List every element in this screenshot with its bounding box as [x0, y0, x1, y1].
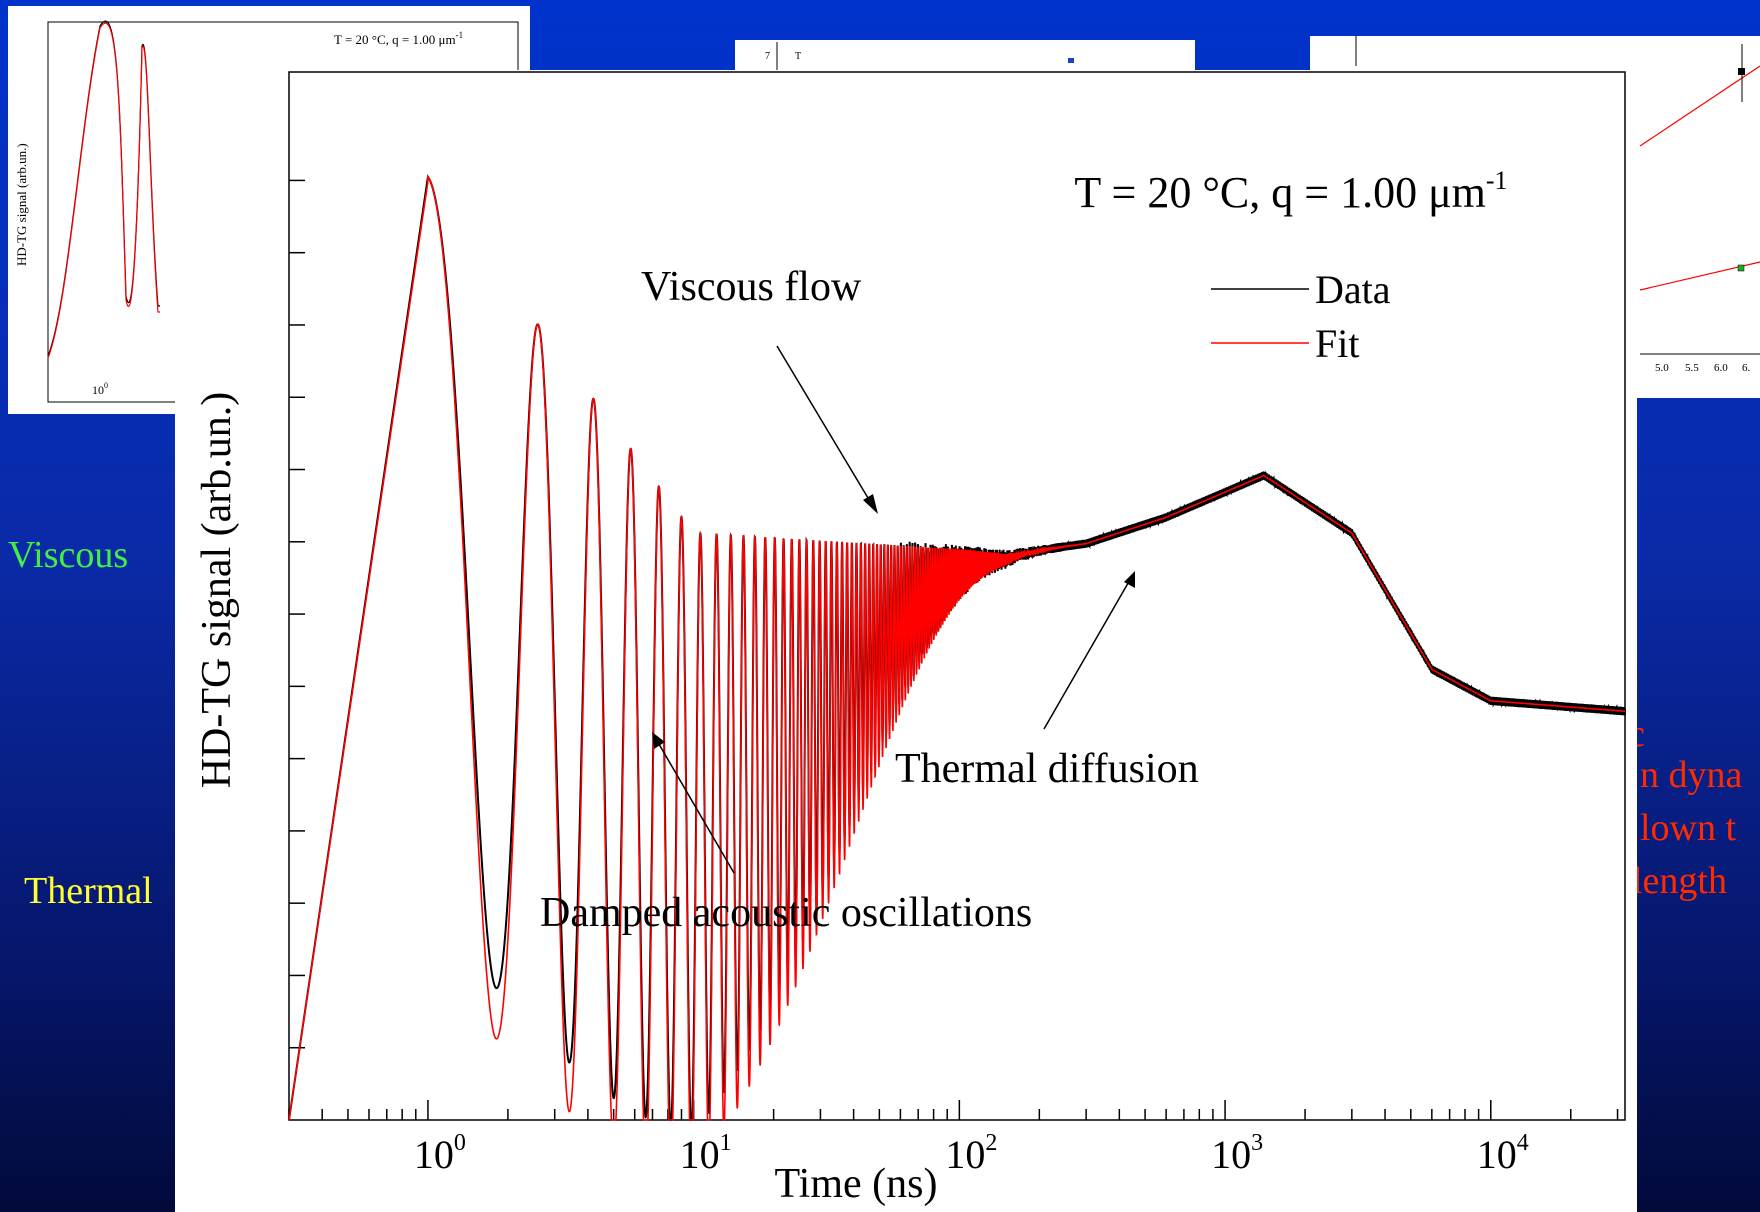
thumbnail-middle-t: T: [795, 51, 801, 62]
right-bg-text-4: length: [1632, 860, 1727, 902]
thumbnail-right-xtick-2: 5.5: [1685, 362, 1699, 374]
thumbnail-right-point-2: [1737, 264, 1745, 272]
main-chart-svg: 100 101 102 103 104 T = 20 °C, q = 1.00 μm-1…: [194, 71, 1626, 1207]
arrow-thermal-head: [1124, 571, 1135, 588]
plot-frame: [288, 71, 1626, 1121]
annotation-thermal-diffusion: Thermal diffusion: [895, 746, 1199, 792]
thermal-bg-text: Thermal: [24, 870, 153, 912]
arrow-thermal-shaft: [1043, 577, 1132, 730]
viscous-bg-text: Viscous: [8, 534, 129, 576]
thumbnail-left-data-line: [47, 20, 160, 357]
thumbnail-left-tick: 100: [92, 381, 108, 397]
x-tick-label: 104: [1477, 1130, 1529, 1177]
series-fit-line: [288, 174, 1626, 1121]
arrow-acoustic-shaft: [655, 738, 735, 874]
thumbnail-right-point-1: [1738, 68, 1745, 75]
thumbnail-right-xtick-4: 6.: [1742, 362, 1751, 374]
x-tick-label: 102: [945, 1130, 997, 1177]
thumbnail-left-fit-line: [47, 22, 160, 359]
legend-fit-label: Fit: [1315, 321, 1359, 366]
right-bg-text-2: n dyna: [1640, 754, 1743, 796]
thumbnail-middle-svg: 7 T: [765, 42, 1074, 70]
x-ticks: 100 101 102 103 104: [288, 1100, 1619, 1177]
annotation-damped-acoustic: Damped acoustic oscillations: [540, 890, 1032, 936]
x-tick-label: 100: [414, 1130, 466, 1177]
thumbnail-right-fit-upper: [1639, 65, 1760, 147]
y-axis-label: HD-TG signal (arb.un.): [194, 392, 240, 789]
arrow-viscous-shaft: [776, 345, 875, 509]
annotation-viscous-flow: Viscous flow: [641, 264, 862, 310]
arrow-acoustic-head: [652, 732, 665, 749]
thumbnail-middle-marker: [1068, 58, 1074, 63]
legend-data-label: Data: [1315, 267, 1391, 312]
thumbnail-left-ylabel: HD-TG signal (arb.un.): [14, 143, 29, 266]
thumbnail-middle-tick: 7: [765, 51, 770, 62]
x-axis-label: Time (ns): [775, 1161, 938, 1207]
thumbnail-left-title: T = 20 °C, q = 1.00 μm-1: [334, 30, 463, 47]
thumbnail-right-xtick-1: 5.0: [1655, 362, 1669, 374]
chart-annotation-title: T = 20 °C, q = 1.00 μm-1: [1074, 166, 1507, 217]
series-data-line: [288, 174, 1626, 1121]
thumbnail-chart-middle: 7 T: [735, 40, 1195, 70]
right-bg-text-3: lown t: [1640, 807, 1737, 849]
arrow-viscous-head: [863, 494, 878, 514]
thumbnail-right-xtick-3: 6.0: [1714, 362, 1728, 374]
x-tick-label: 103: [1211, 1130, 1263, 1177]
y-ticks: [289, 179, 305, 1049]
thumbnail-right-svg: 5.0 5.5 6.0 6.: [1355, 36, 1760, 374]
x-tick-label: 101: [680, 1130, 732, 1177]
main-chart-panel: 100 101 102 103 104 T = 20 °C, q = 1.00 μm-1…: [175, 70, 1637, 1212]
